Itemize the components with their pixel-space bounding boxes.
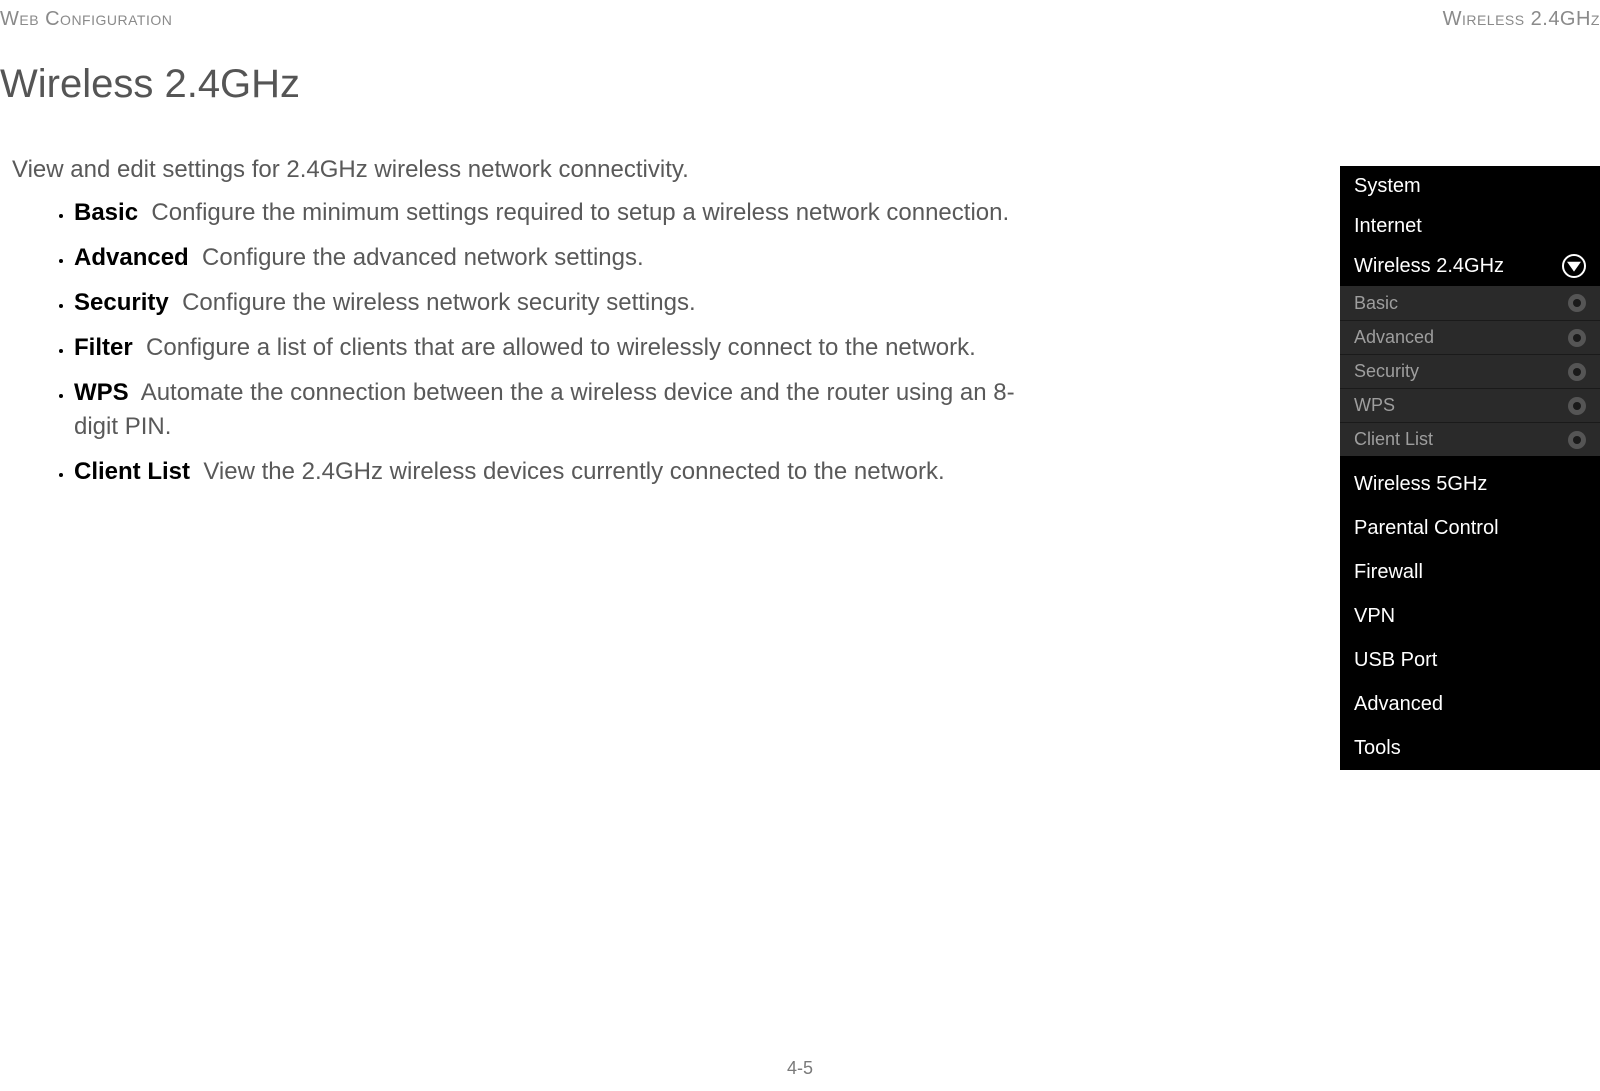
nav-sub-basic[interactable]: Basic bbox=[1340, 286, 1600, 320]
radio-icon bbox=[1568, 431, 1586, 449]
bullet-desc: Automate the connection between the a wi… bbox=[74, 379, 1015, 439]
nav-item-label: Tools bbox=[1354, 737, 1401, 760]
nav-panel: System Internet Wireless 2.4GHz Basic Ad… bbox=[1340, 166, 1600, 770]
bullet-client-list: Client List View the 2.4GHz wireless dev… bbox=[74, 455, 1024, 488]
bullet-wps: WPS Automate the connection between the … bbox=[74, 376, 1024, 442]
nav-item-tools[interactable]: Tools bbox=[1340, 726, 1600, 770]
radio-icon bbox=[1568, 397, 1586, 415]
nav-item-wireless-24ghz[interactable]: Wireless 2.4GHz bbox=[1340, 246, 1600, 286]
running-header-right: Wireless 2.4GHz bbox=[1443, 8, 1600, 31]
nav-item-vpn[interactable]: VPN bbox=[1340, 594, 1600, 638]
nav-item-label: Advanced bbox=[1354, 693, 1443, 716]
bullet-label: WPS bbox=[74, 379, 129, 406]
bullet-label: Basic bbox=[74, 199, 138, 226]
bullet-desc: Configure the advanced network settings. bbox=[202, 244, 644, 271]
nav-item-wireless-5ghz[interactable]: Wireless 5GHz bbox=[1340, 462, 1600, 506]
bullet-desc: Configure a list of clients that are all… bbox=[146, 334, 976, 361]
bullet-security: Security Configure the wireless network … bbox=[74, 286, 1024, 319]
nav-sub-advanced[interactable]: Advanced bbox=[1340, 320, 1600, 354]
bullet-filter: Filter Configure a list of clients that … bbox=[74, 331, 1024, 364]
nav-item-usb-port[interactable]: USB Port bbox=[1340, 638, 1600, 682]
nav-bottom-section: Wireless 5GHz Parental Control Firewall … bbox=[1340, 456, 1600, 770]
nav-item-label: Wireless 5GHz bbox=[1354, 473, 1487, 496]
bullet-label: Security bbox=[74, 289, 169, 316]
page-title: Wireless 2.4GHz bbox=[0, 62, 300, 107]
nav-item-label: System bbox=[1354, 175, 1421, 198]
nav-sub-label: WPS bbox=[1354, 395, 1395, 416]
bullet-basic: Basic Configure the minimum settings req… bbox=[74, 196, 1024, 229]
running-header-left: Web Configuration bbox=[0, 8, 172, 31]
nav-item-label: Wireless 2.4GHz bbox=[1354, 255, 1504, 278]
radio-icon bbox=[1568, 294, 1586, 312]
chevron-down-icon bbox=[1562, 254, 1586, 278]
nav-sub-label: Client List bbox=[1354, 429, 1433, 450]
bullet-label: Filter bbox=[74, 334, 133, 361]
nav-sub-security[interactable]: Security bbox=[1340, 354, 1600, 388]
nav-sub-wps[interactable]: WPS bbox=[1340, 388, 1600, 422]
bullet-label: Client List bbox=[74, 458, 190, 485]
bullet-desc: View the 2.4GHz wireless devices current… bbox=[203, 458, 944, 485]
nav-sub-label: Security bbox=[1354, 361, 1419, 382]
bullet-desc: Configure the minimum settings required … bbox=[151, 199, 1009, 226]
nav-item-parental-control[interactable]: Parental Control bbox=[1340, 506, 1600, 550]
page-container: Web Configuration Wireless 2.4GHz Wirele… bbox=[0, 0, 1600, 1091]
intro-text: View and edit settings for 2.4GHz wirele… bbox=[12, 156, 689, 184]
nav-sub-client-list[interactable]: Client List bbox=[1340, 422, 1600, 456]
feature-bullet-list: Basic Configure the minimum settings req… bbox=[74, 196, 1024, 500]
nav-item-system[interactable]: System bbox=[1340, 166, 1600, 206]
nav-sub-section: Basic Advanced Security WPS Client List bbox=[1340, 286, 1600, 456]
nav-item-label: Firewall bbox=[1354, 561, 1423, 584]
nav-sub-label: Basic bbox=[1354, 293, 1398, 314]
nav-item-label: Internet bbox=[1354, 215, 1422, 238]
nav-item-firewall[interactable]: Firewall bbox=[1340, 550, 1600, 594]
nav-item-advanced[interactable]: Advanced bbox=[1340, 682, 1600, 726]
page-number: 4-5 bbox=[787, 1058, 813, 1079]
radio-icon bbox=[1568, 363, 1586, 381]
bullet-label: Advanced bbox=[74, 244, 189, 271]
nav-item-internet[interactable]: Internet bbox=[1340, 206, 1600, 246]
nav-top-section: System Internet Wireless 2.4GHz bbox=[1340, 166, 1600, 286]
radio-icon bbox=[1568, 329, 1586, 347]
nav-item-label: Parental Control bbox=[1354, 517, 1499, 540]
nav-item-label: VPN bbox=[1354, 605, 1395, 628]
bullet-desc: Configure the wireless network security … bbox=[182, 289, 696, 316]
nav-sub-label: Advanced bbox=[1354, 327, 1434, 348]
nav-item-label: USB Port bbox=[1354, 649, 1437, 672]
bullet-advanced: Advanced Configure the advanced network … bbox=[74, 241, 1024, 274]
